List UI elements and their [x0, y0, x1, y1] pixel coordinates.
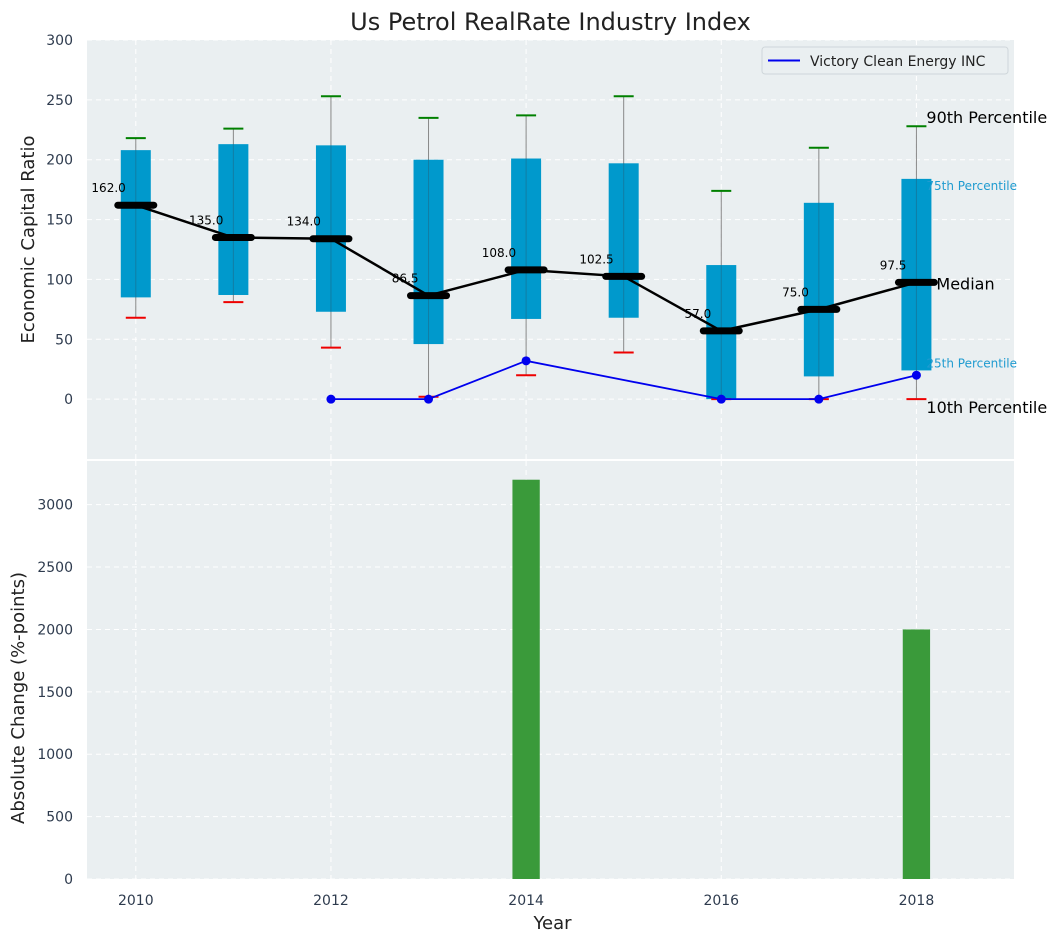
top-y-axis-title: Economic Capital Ratio: [18, 136, 39, 344]
chart-title: Us Petrol RealRate Industry Index: [350, 8, 751, 36]
top-y-tick-label: 150: [46, 213, 73, 229]
bottom-y-tick-label: 1500: [37, 685, 73, 701]
median-value-label: 134.0: [287, 215, 321, 229]
x-tick-label: 2014: [508, 893, 544, 909]
median-value-label: 57.0: [685, 307, 712, 321]
top-y-tick-label: 250: [46, 93, 73, 109]
bottom-y-tick-label: 500: [46, 810, 73, 826]
series-line-victory-clean-energy: [330, 359, 917, 401]
x-tick-label: 2016: [703, 893, 739, 909]
top-y-tick-label: 200: [46, 153, 73, 169]
bottom-y-tick-label: 0: [64, 872, 73, 888]
median-value-label: 135.0: [189, 214, 223, 228]
box-2010: [120, 137, 151, 319]
median-value-label: 97.5: [880, 258, 907, 272]
series-point: [911, 370, 921, 380]
top-y-tick-label: 100: [46, 272, 73, 288]
box-2011: [218, 127, 249, 304]
median-value-label: 86.5: [392, 272, 419, 286]
bar-2018: [902, 629, 931, 879]
bottom-y-tick-label: 2000: [37, 622, 73, 638]
bottom-grid: [87, 461, 1014, 880]
legend: Victory Clean Energy INC: [761, 46, 1009, 75]
box-2014: [511, 114, 542, 377]
bottom-panel-background: [87, 461, 1014, 879]
bottom-y-axis-title: Absolute Change (%-points): [8, 572, 29, 824]
series-point: [424, 394, 434, 404]
legend-box: [761, 46, 1009, 75]
bottom-y-tick-label: 1000: [37, 747, 73, 763]
series-point: [521, 356, 531, 366]
x-tick-label: 2018: [899, 893, 935, 909]
x-tick-label: 2012: [313, 893, 349, 909]
series-point: [716, 394, 726, 404]
bottom-y-tick-label: 3000: [37, 498, 73, 514]
annotation-90th-percentile: 90th Percentile: [926, 108, 1047, 127]
median-value-label: 162.0: [91, 181, 125, 195]
annotation-median: Median: [936, 274, 994, 293]
median-value-label: 75.0: [782, 285, 809, 299]
annotation-25th-percentile: 25th Percentile: [926, 356, 1017, 370]
bar-2014: [512, 479, 540, 879]
annotation-10th-percentile: 10th Percentile: [926, 398, 1047, 417]
top-y-tick-label: 0: [64, 392, 73, 408]
top-y-tick-label: 50: [55, 332, 73, 348]
series-point: [326, 394, 336, 404]
x-tick-label: 2010: [118, 893, 154, 909]
box-2015: [608, 95, 639, 354]
median-value-label: 108.0: [482, 246, 516, 260]
legend-label: Victory Clean Energy INC: [810, 54, 986, 70]
median-value-label: 102.5: [579, 252, 613, 266]
box-2018: [901, 125, 932, 401]
x-axis-title: Year: [532, 913, 572, 934]
bottom-y-tick-label: 2500: [37, 560, 73, 576]
annotation-75th-percentile: 75th Percentile: [926, 179, 1017, 193]
top-y-tick-label: 300: [46, 33, 73, 49]
box-2013: [413, 116, 444, 398]
box-2012: [315, 95, 346, 349]
series-point: [814, 394, 824, 404]
box-2017: [803, 146, 834, 401]
